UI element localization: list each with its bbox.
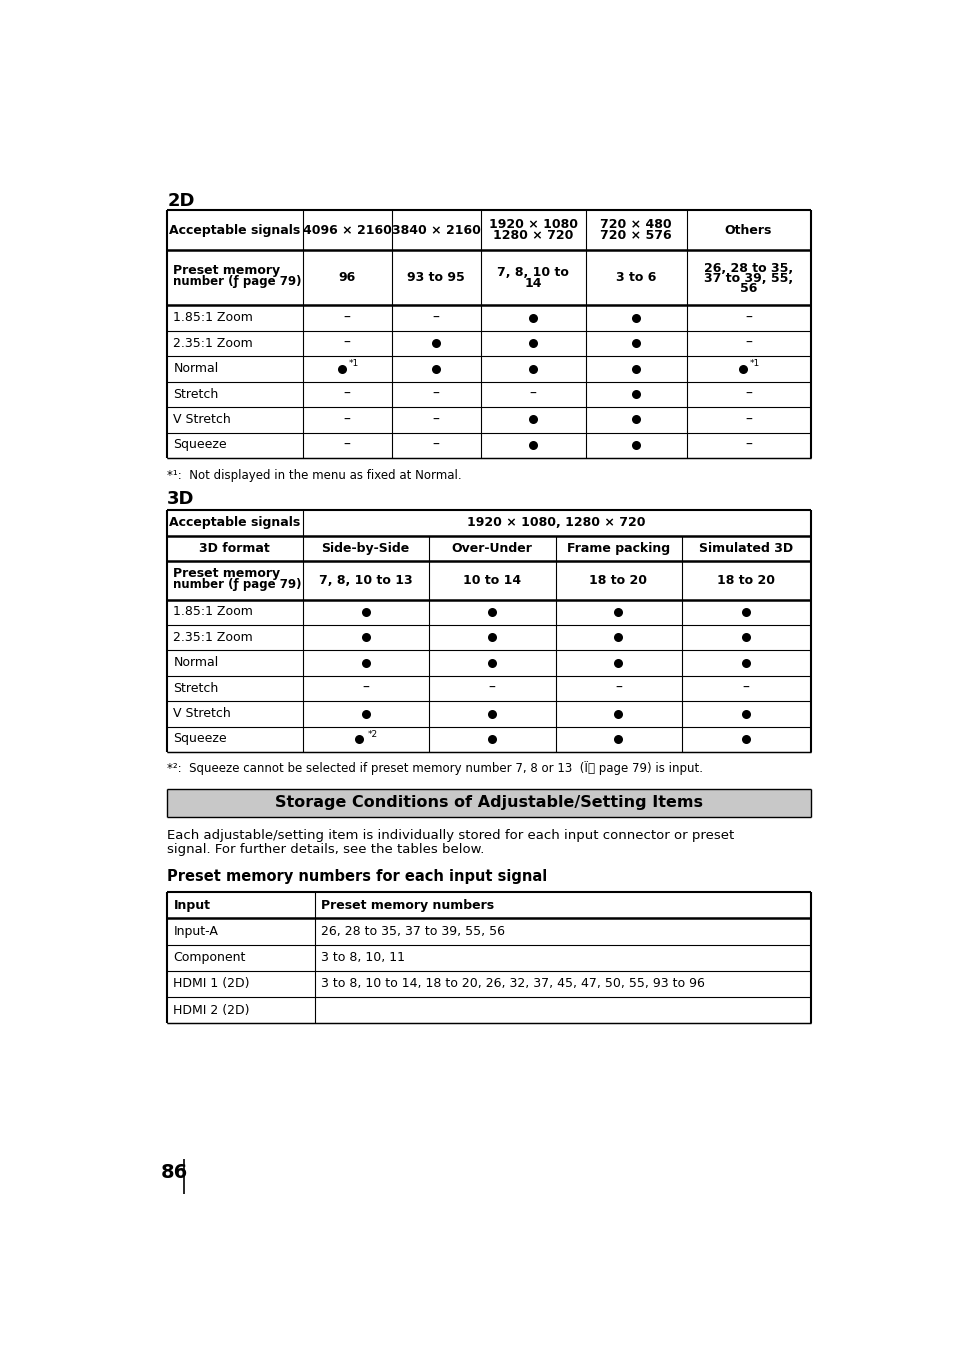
Text: Normal: Normal (173, 362, 218, 375)
Text: Preset memory: Preset memory (173, 566, 280, 580)
Text: –: – (488, 681, 495, 695)
Text: 3D: 3D (167, 491, 194, 508)
Text: Preset memory numbers: Preset memory numbers (320, 899, 494, 911)
Text: 3D format: 3D format (199, 542, 270, 554)
Text: 1.85:1 Zoom: 1.85:1 Zoom (173, 606, 253, 618)
Text: –: – (343, 412, 350, 426)
Text: *2: *2 (367, 730, 377, 738)
Text: 3 to 8, 10 to 14, 18 to 20, 26, 32, 37, 45, 47, 50, 55, 93 to 96: 3 to 8, 10 to 14, 18 to 20, 26, 32, 37, … (320, 977, 704, 990)
Text: 3 to 6: 3 to 6 (616, 272, 656, 284)
Text: number (ƒ page 79): number (ƒ page 79) (173, 274, 302, 288)
Text: Over-Under: Over-Under (451, 542, 532, 554)
Text: 37 to 39, 55,: 37 to 39, 55, (703, 272, 792, 285)
Text: –: – (433, 412, 439, 426)
Text: HDMI 2 (2D): HDMI 2 (2D) (173, 1003, 250, 1017)
Text: –: – (744, 311, 751, 324)
Text: *1: *1 (749, 360, 760, 369)
Text: –: – (615, 681, 621, 695)
Text: –: – (744, 412, 751, 426)
Text: V Stretch: V Stretch (173, 707, 231, 721)
Text: 1280 × 720: 1280 × 720 (493, 228, 573, 242)
Text: Acceptable signals: Acceptable signals (169, 223, 300, 237)
Text: –: – (433, 311, 439, 324)
Text: –: – (343, 438, 350, 452)
Text: Component: Component (173, 952, 246, 964)
Text: 86: 86 (161, 1163, 188, 1182)
Text: –: – (744, 387, 751, 402)
Text: 7, 8, 10 to: 7, 8, 10 to (497, 266, 568, 279)
Text: Each adjustable/setting item is individually stored for each input connector or : Each adjustable/setting item is individu… (167, 829, 734, 842)
Text: V Stretch: V Stretch (173, 412, 231, 426)
Text: 96: 96 (338, 272, 355, 284)
Text: Acceptable signals: Acceptable signals (169, 516, 300, 529)
Text: –: – (529, 387, 536, 402)
Text: 1920 × 1080: 1920 × 1080 (488, 218, 577, 231)
Text: Normal: Normal (173, 656, 218, 669)
Text: Squeeze: Squeeze (173, 438, 227, 452)
Text: Preset memory: Preset memory (173, 264, 280, 277)
Text: 18 to 20: 18 to 20 (717, 573, 775, 587)
Text: –: – (343, 311, 350, 324)
Text: *²:  Squeeze cannot be selected if preset memory number 7, 8 or 13  (Ï page 79): *²: Squeeze cannot be selected if preset… (167, 761, 702, 775)
Text: 7, 8, 10 to 13: 7, 8, 10 to 13 (318, 573, 412, 587)
Text: 4096 × 2160: 4096 × 2160 (302, 223, 391, 237)
Text: Storage Conditions of Adjustable/Setting Items: Storage Conditions of Adjustable/Setting… (274, 795, 702, 810)
Text: 56: 56 (740, 283, 757, 295)
Text: 3840 × 2160: 3840 × 2160 (392, 223, 480, 237)
Text: 720 × 576: 720 × 576 (599, 228, 671, 242)
Text: Input: Input (173, 899, 211, 911)
Text: number (ƒ page 79): number (ƒ page 79) (173, 577, 302, 591)
Text: *¹:  Not displayed in the menu as fixed at Normal.: *¹: Not displayed in the menu as fixed a… (167, 469, 461, 481)
Text: Stretch: Stretch (173, 388, 218, 400)
Text: Input-A: Input-A (173, 925, 218, 938)
Text: Frame packing: Frame packing (566, 542, 669, 554)
Text: 720 × 480: 720 × 480 (599, 218, 671, 231)
Text: –: – (433, 387, 439, 402)
Text: 10 to 14: 10 to 14 (462, 573, 520, 587)
Text: 3 to 8, 10, 11: 3 to 8, 10, 11 (320, 952, 404, 964)
Text: Squeeze: Squeeze (173, 733, 227, 745)
Text: Preset memory numbers for each input signal: Preset memory numbers for each input sig… (167, 869, 547, 884)
Text: 1.85:1 Zoom: 1.85:1 Zoom (173, 311, 253, 324)
Text: –: – (362, 681, 369, 695)
Text: 18 to 20: 18 to 20 (589, 573, 647, 587)
Text: *1: *1 (348, 360, 358, 369)
Text: 26, 28 to 35,: 26, 28 to 35, (703, 262, 792, 274)
Text: HDMI 1 (2D): HDMI 1 (2D) (173, 977, 250, 990)
Text: 93 to 95: 93 to 95 (407, 272, 465, 284)
Text: –: – (744, 438, 751, 452)
Text: Side-by-Side: Side-by-Side (321, 542, 410, 554)
Text: 1920 × 1080, 1280 × 720: 1920 × 1080, 1280 × 720 (467, 516, 645, 529)
Text: –: – (744, 337, 751, 350)
Text: –: – (343, 337, 350, 350)
Text: 2.35:1 Zoom: 2.35:1 Zoom (173, 631, 253, 644)
Text: Stretch: Stretch (173, 681, 218, 695)
Text: –: – (742, 681, 749, 695)
Text: 2D: 2D (167, 192, 194, 210)
Text: Simulated 3D: Simulated 3D (699, 542, 793, 554)
Text: signal. For further details, see the tables below.: signal. For further details, see the tab… (167, 842, 484, 856)
Text: 14: 14 (524, 277, 541, 289)
Text: Others: Others (724, 223, 771, 237)
Text: 2.35:1 Zoom: 2.35:1 Zoom (173, 337, 253, 350)
Bar (167, 790, 810, 817)
Text: –: – (433, 438, 439, 452)
Text: –: – (343, 387, 350, 402)
Text: 26, 28 to 35, 37 to 39, 55, 56: 26, 28 to 35, 37 to 39, 55, 56 (320, 925, 504, 938)
